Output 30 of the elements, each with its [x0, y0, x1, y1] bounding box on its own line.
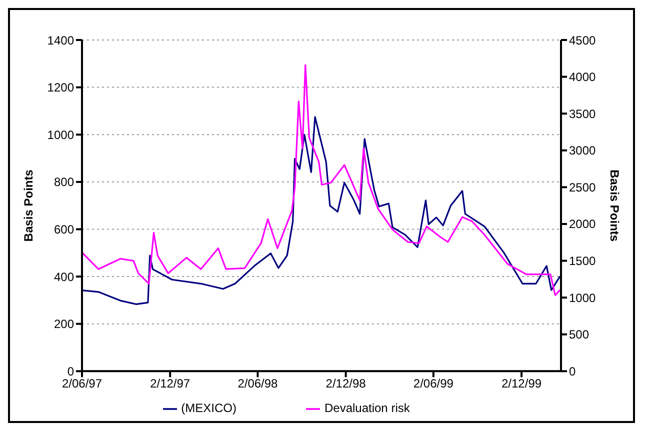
y2-tick-label: 1000 [569, 290, 596, 305]
y2-tick-label: 2500 [569, 180, 596, 194]
y2-tick-label: 2000 [569, 217, 596, 232]
y-tick-label: 1200 [47, 80, 74, 95]
line-series [82, 64, 561, 296]
y2-tick-label: 1500 [569, 254, 596, 268]
y-tick-label: 1400 [47, 33, 74, 48]
legend-label: (MEXICO) [181, 401, 236, 416]
y-axis-title: Basis Points [21, 169, 36, 242]
x-tick-label: 2/12/98 [326, 376, 366, 391]
x-tick-label: 2/06/98 [238, 376, 278, 391]
y-tick-label: 0 [67, 364, 74, 378]
y2-tick-label: 3000 [569, 144, 596, 158]
y2-tick-label: 3500 [569, 106, 596, 121]
y-tick-label: 800 [54, 175, 74, 190]
x-tick-label: 2/06/97 [62, 376, 102, 391]
y2-tick-label: 4000 [569, 70, 596, 84]
x-tick-label: 2/12/99 [502, 376, 542, 391]
y2-tick-label: 0 [569, 364, 576, 378]
y-tick-label: 200 [54, 317, 74, 332]
line-series [82, 116, 561, 306]
y-tick-label: 1000 [47, 128, 74, 142]
x-tick-label: 2/06/99 [413, 376, 454, 391]
y2-axis-title: Basis Points [608, 170, 622, 242]
legend-label: Devaluation risk [324, 401, 410, 416]
y-tick-label: 600 [54, 222, 74, 236]
y-tick-label: 400 [54, 270, 74, 284]
x-tick-label: 2/12/97 [150, 376, 190, 391]
y2-tick-label: 500 [569, 328, 590, 342]
y2-tick-label: 4500 [569, 33, 596, 48]
